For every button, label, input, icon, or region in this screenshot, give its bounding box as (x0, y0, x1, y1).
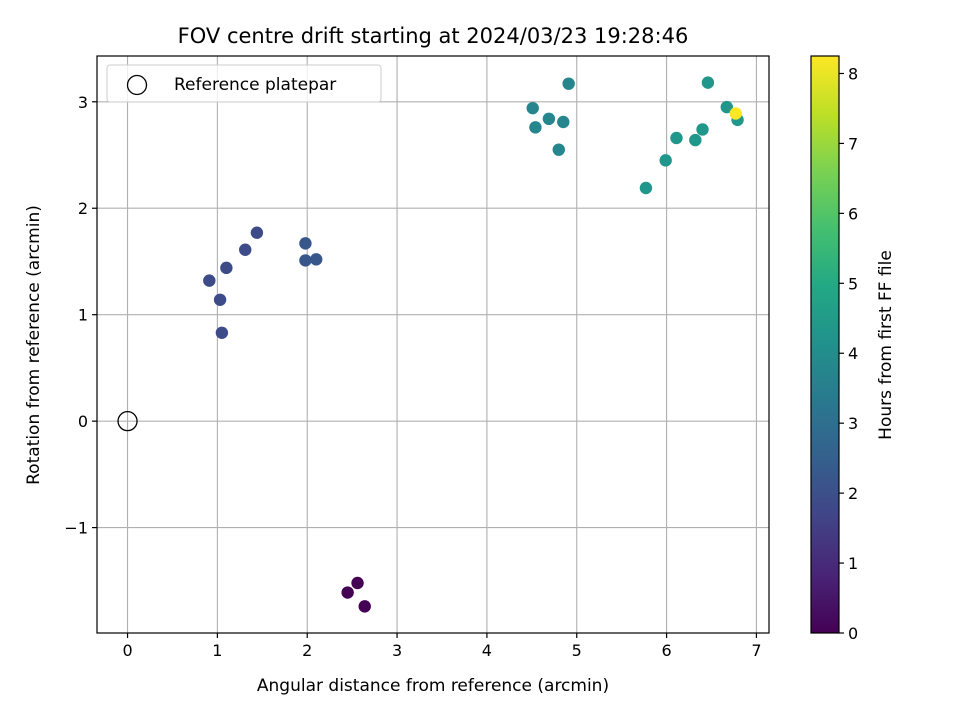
colorbar-tick-label: 7 (848, 134, 858, 153)
x-tick-label: 7 (751, 641, 761, 660)
data-point (562, 77, 575, 90)
data-point (542, 112, 556, 126)
y-tick-label: 0 (78, 412, 88, 431)
data-point (529, 121, 542, 134)
data-point (557, 115, 570, 129)
data-point (358, 600, 371, 613)
x-axis-ticks: 0 1 2 3 4 5 6 7 (122, 633, 762, 660)
data-point (239, 243, 252, 256)
data-point (250, 226, 264, 239)
colorbar-tick-label: 3 (848, 414, 858, 433)
chart-title: FOV centre drift starting at 2024/03/23 … (178, 24, 689, 48)
data-point (729, 107, 742, 120)
data-points (117, 76, 744, 613)
colorbar: 0 1 2 3 4 5 6 7 8 Hours from first FF file (810, 55, 896, 643)
data-point (552, 143, 565, 156)
colorbar-tick-label: 8 (848, 64, 858, 83)
x-axis-label: Angular distance from reference (arcmin) (257, 676, 609, 696)
x-tick-label: 3 (392, 641, 402, 660)
data-point (526, 101, 539, 115)
y-axis-label: Rotation from reference (arcmin) (24, 205, 44, 485)
colorbar-tick-label: 5 (848, 274, 858, 293)
data-point (351, 576, 364, 590)
data-point (310, 253, 323, 266)
x-tick-label: 6 (661, 641, 671, 660)
data-point (299, 237, 312, 250)
colorbar-gradient (810, 55, 840, 634)
data-point (220, 261, 233, 275)
colorbar-tick-label: 1 (848, 554, 858, 573)
colorbar-tick-label: 2 (848, 484, 858, 503)
y-tick-label: 1 (78, 306, 88, 325)
x-tick-label: 4 (482, 641, 492, 660)
legend-marker (126, 74, 148, 96)
data-point (659, 154, 672, 167)
data-point (689, 133, 702, 147)
plot-frame (96, 55, 770, 634)
colorbar-label: Hours from first FF file (876, 250, 896, 440)
data-point (720, 100, 733, 114)
data-point (696, 123, 709, 136)
colorbar-tick-label: 6 (848, 204, 858, 223)
data-point (203, 274, 216, 287)
x-tick-label: 1 (212, 641, 222, 660)
y-tick-label: 2 (78, 199, 88, 218)
data-point (639, 181, 653, 195)
x-tick-label: 0 (122, 641, 132, 660)
grid (97, 56, 769, 633)
data-point (299, 254, 312, 267)
colorbar-ticks: 0 1 2 3 4 5 6 7 8 (839, 64, 858, 643)
y-tick-label: −1 (64, 519, 88, 538)
y-tick-label: 3 (78, 93, 88, 112)
colorbar-tick-label: 4 (848, 344, 858, 363)
x-tick-label: 2 (302, 641, 312, 660)
legend-label: Reference platepar (174, 75, 336, 95)
y-axis-ticks: −1 0 1 2 3 (64, 93, 97, 538)
legend: Reference platepar (106, 64, 382, 103)
data-point (341, 586, 354, 599)
data-point (701, 76, 715, 89)
data-point (670, 131, 683, 145)
legend-box (106, 64, 382, 103)
reference-platepar-marker (117, 410, 138, 432)
x-tick-label: 5 (572, 641, 582, 660)
colorbar-tick-label: 0 (848, 624, 858, 643)
data-point (213, 293, 227, 306)
data-point (215, 326, 229, 339)
